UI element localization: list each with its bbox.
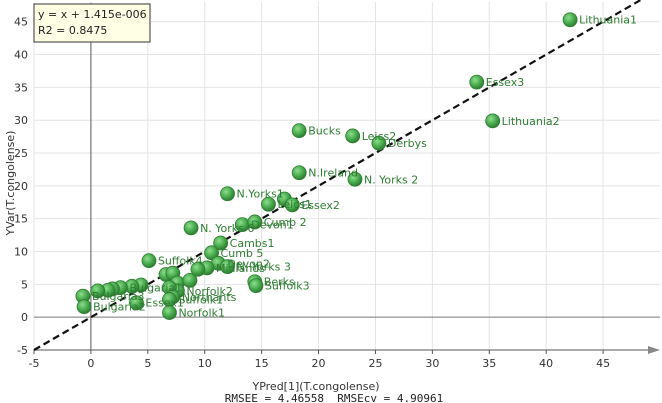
point-label: Essex1 [145, 297, 184, 310]
point-label: Essex2 [301, 199, 340, 212]
point-labels: Lithuania1 Essex3 Lithuania2 Bucks Leics2Der… [92, 14, 637, 320]
data-point[interactable] [485, 113, 501, 129]
data-point[interactable] [345, 128, 361, 144]
equation-line: y = x + 1.415e-006 [38, 8, 147, 21]
x-axis-label: YPred[1](T.congolense) [251, 380, 379, 393]
data-point[interactable] [213, 235, 229, 251]
y-tick-label: 40 [14, 49, 28, 62]
y-tick-label: 10 [14, 246, 28, 259]
point-label: Suffolk3 [265, 280, 310, 293]
rmse-stats: RMSEE = 4.46558 RMSEcv = 4.90961 [225, 392, 444, 403]
point-label: N. Yorks 3 [236, 261, 290, 274]
tick-labels: -5 0 5 10 15 20 25 30 35 40 45 -5 0 5 10 15 20 25 30 35 40 45 [14, 16, 610, 370]
point-label: Essex3 [486, 76, 524, 89]
y-tick-label: 20 [14, 180, 28, 193]
point-label: Cumb 2 [264, 216, 307, 229]
data-point[interactable] [190, 261, 206, 277]
equation-box: y = x + 1.415e-006 R2 = 0.8475 [33, 3, 151, 43]
point-label: Bulgaria2 [93, 301, 146, 314]
point-label: N. Yorks 2 [364, 173, 418, 186]
y-axis-label: YVar(T.congolense) [4, 131, 17, 237]
point-label: Devon1 [251, 219, 293, 232]
x-tick-label: 0 [87, 357, 94, 370]
data-point[interactable] [261, 196, 276, 212]
data-point[interactable] [183, 220, 199, 236]
point-label: Bucks [308, 125, 341, 138]
point-label: N.Ireland [308, 167, 358, 180]
point-label: Northants [182, 291, 237, 304]
data-points [75, 12, 578, 320]
point-label: Leics1 [277, 198, 312, 211]
point-label: Bulgaria1 [130, 282, 183, 295]
data-point[interactable] [284, 197, 300, 213]
x-tick-label: 35 [482, 357, 496, 370]
data-point[interactable] [291, 123, 307, 139]
data-point[interactable] [248, 278, 264, 294]
data-point[interactable] [76, 299, 92, 315]
x-tick-label: 25 [368, 357, 382, 370]
x-axis-arrow [648, 346, 660, 354]
y-tick-label: 45 [14, 16, 28, 29]
point-label: Devon2 [227, 257, 269, 270]
data-point[interactable] [129, 295, 144, 311]
y-tick-label: 30 [14, 114, 28, 127]
point-label: Norfolk1 [178, 307, 225, 320]
data-point[interactable] [347, 171, 363, 187]
data-point[interactable] [162, 305, 177, 320]
r2-line: R2 = 0.8475 [38, 24, 107, 37]
x-tick-label: 15 [255, 357, 269, 370]
x-tick-label: 5 [144, 357, 151, 370]
point-label: Lithuania1 [579, 14, 637, 27]
point-label: Suffolk4 [158, 255, 203, 268]
data-point[interactable] [291, 165, 307, 181]
x-tick-label: -5 [29, 357, 40, 370]
y-tick-label: 35 [14, 81, 28, 94]
x-tick-label: 30 [425, 357, 439, 370]
point-label: Berks [264, 276, 295, 289]
data-point[interactable] [90, 283, 106, 299]
y-tick-label: 0 [21, 311, 28, 324]
x-tick-label: 10 [198, 357, 212, 370]
point-label: Derbys [388, 137, 427, 150]
point-label: Midlands [216, 262, 265, 275]
data-point[interactable] [220, 186, 235, 202]
y-tick-label: 5 [21, 278, 28, 291]
data-point[interactable] [562, 12, 578, 28]
data-point[interactable] [204, 245, 219, 261]
data-point[interactable] [247, 214, 263, 230]
point-label: Cumb 5 [221, 247, 264, 260]
point-label: Suffolk1 [178, 293, 223, 306]
y-tick-label: 15 [14, 213, 28, 226]
y-tick-label: -5 [17, 344, 28, 357]
data-point[interactable] [371, 135, 387, 151]
point-label: Norfolk2 [186, 285, 233, 298]
data-point[interactable] [141, 253, 157, 269]
equation-box-frame [33, 3, 151, 43]
point-label: N.Yorks1 [236, 188, 283, 201]
x-tick-label: 40 [539, 357, 553, 370]
data-point[interactable] [469, 74, 485, 90]
x-tick-label: 20 [312, 357, 326, 370]
y-tick-label: 25 [14, 147, 28, 160]
point-label: Leics2 [362, 130, 397, 143]
data-point[interactable] [182, 272, 198, 288]
point-label: N. Yorks 6 [200, 222, 254, 235]
x-tick-label: 45 [596, 357, 610, 370]
data-point[interactable] [220, 259, 235, 275]
point-label: Bulgaria3 [92, 290, 145, 303]
point-label: Lithuania2 [502, 115, 560, 128]
point-label: Cambs1 [230, 237, 275, 250]
